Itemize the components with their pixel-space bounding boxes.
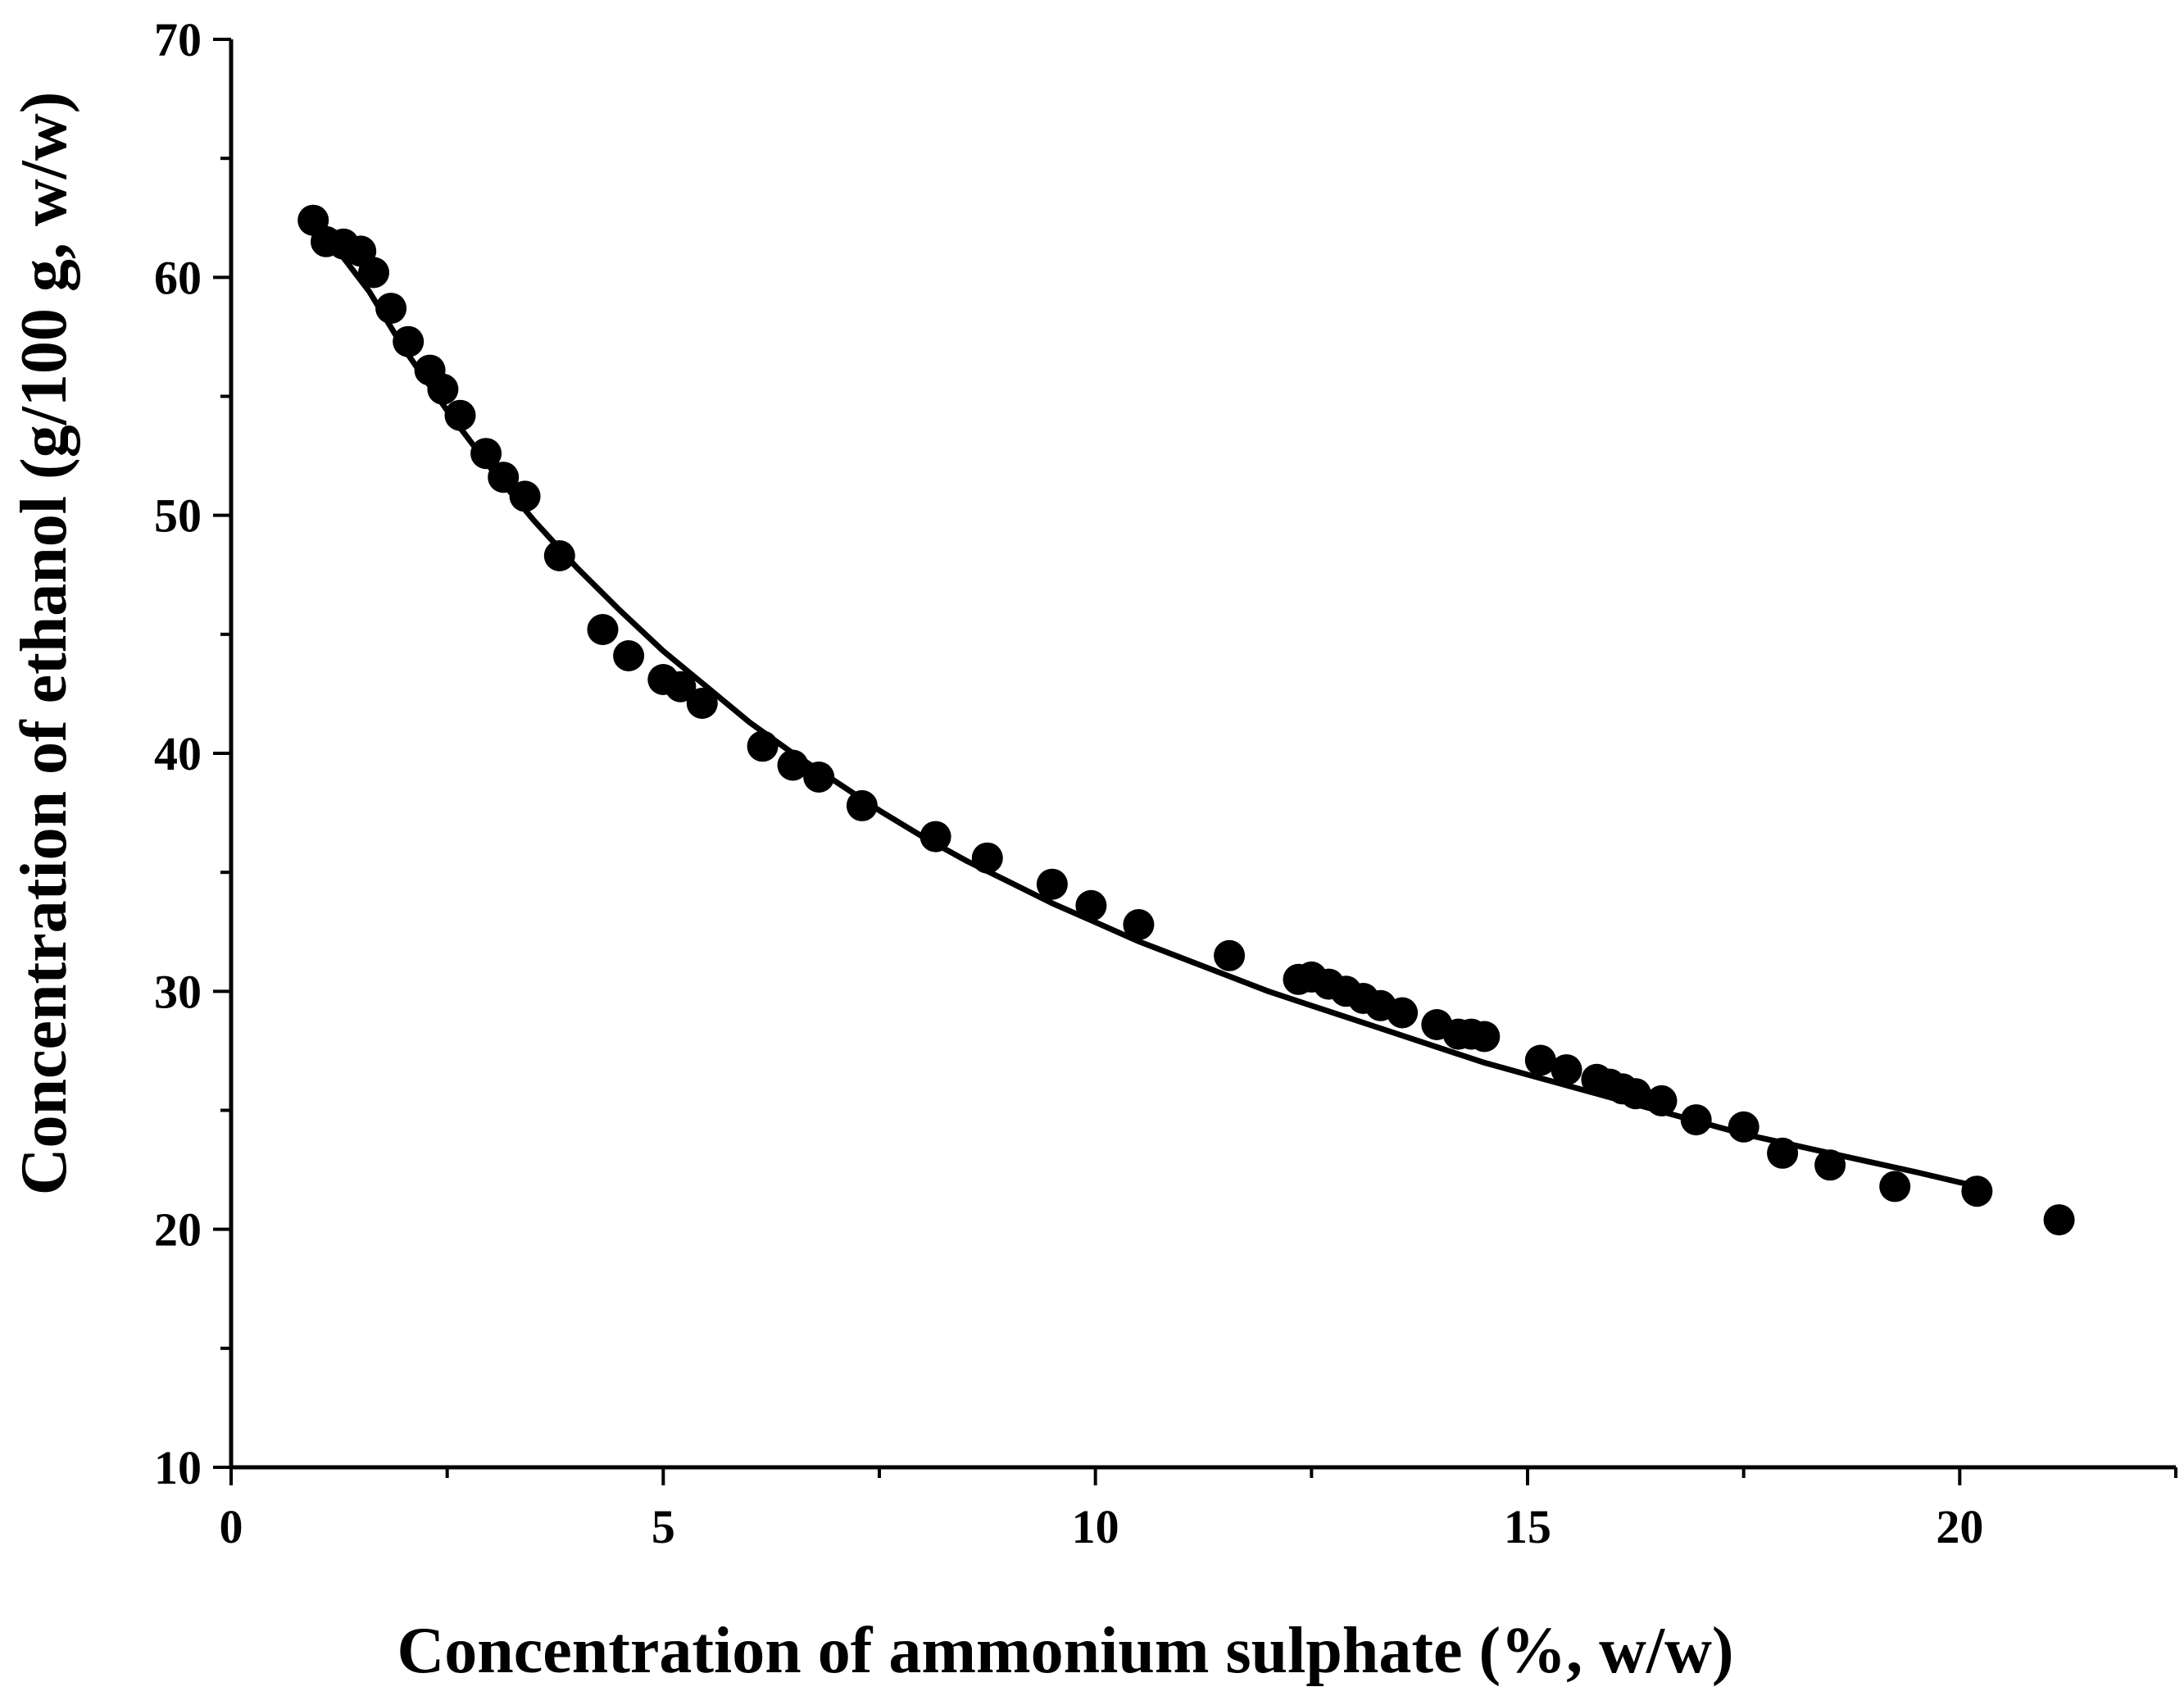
y-ticks: 10 20 30 40 50 60 70: [154, 13, 231, 1494]
y-tick-label: 10: [154, 1441, 202, 1494]
data-point: [1123, 909, 1155, 940]
x-tick-label: 0: [220, 1500, 243, 1553]
data-point: [846, 789, 878, 821]
fitted-curve: [332, 243, 1980, 1189]
x-tick-label: 20: [1936, 1500, 1983, 1553]
x-axis-title: Concentration of ammonium sulphate (%, w…: [397, 1615, 1733, 1687]
data-point: [747, 730, 779, 762]
data-point: [358, 257, 389, 289]
data-point: [1961, 1175, 1993, 1207]
data-point: [1619, 1078, 1651, 1110]
data-point: [1767, 1137, 1799, 1169]
y-tick-label: 30: [154, 965, 202, 1018]
data-point: [1214, 939, 1246, 971]
x-tick-label: 15: [1504, 1500, 1551, 1553]
axes: 0 5 10 15 20 10 20 30 40 50 60 70: [154, 13, 2177, 1553]
data-point: [1646, 1084, 1678, 1116]
data-point: [971, 842, 1003, 874]
data-point: [1879, 1171, 1911, 1203]
data-point: [470, 438, 502, 470]
data-point: [1551, 1054, 1582, 1086]
data-point: [444, 399, 476, 431]
data-point: [1036, 868, 1068, 900]
y-tick-label: 60: [154, 251, 202, 304]
data-point: [1814, 1149, 1846, 1181]
y-tick-label: 40: [154, 727, 202, 780]
data-point: [686, 688, 718, 719]
data-point: [488, 462, 520, 493]
data-point: [427, 373, 459, 405]
y-tick-label: 70: [154, 13, 202, 66]
data-point: [613, 640, 645, 671]
data-point: [375, 293, 407, 325]
data-point: [1728, 1111, 1759, 1143]
data-point: [1680, 1104, 1712, 1136]
data-point: [509, 480, 541, 512]
y-tick-label: 50: [154, 489, 202, 543]
y-axis-title: Concentration of ethanol (g/100 g, w/w): [8, 92, 80, 1196]
data-point: [543, 540, 575, 571]
data-point: [1075, 889, 1107, 921]
data-point: [1524, 1044, 1556, 1076]
data-point: [919, 821, 951, 853]
points-layer: [297, 204, 2075, 1236]
data-point: [777, 749, 809, 781]
data-point: [1469, 1021, 1501, 1053]
data-point: [393, 325, 425, 357]
fit-layer: [332, 243, 1980, 1189]
data-point: [803, 762, 835, 793]
data-point: [587, 614, 619, 645]
data-point: [1387, 997, 1419, 1029]
x-tick-label: 10: [1072, 1500, 1119, 1553]
y-tick-label: 20: [154, 1203, 202, 1257]
x-ticks: 0 5 10 15 20: [220, 1467, 2177, 1553]
data-point: [2043, 1204, 2075, 1236]
x-tick-label: 5: [652, 1500, 675, 1553]
data-point: [665, 671, 697, 702]
